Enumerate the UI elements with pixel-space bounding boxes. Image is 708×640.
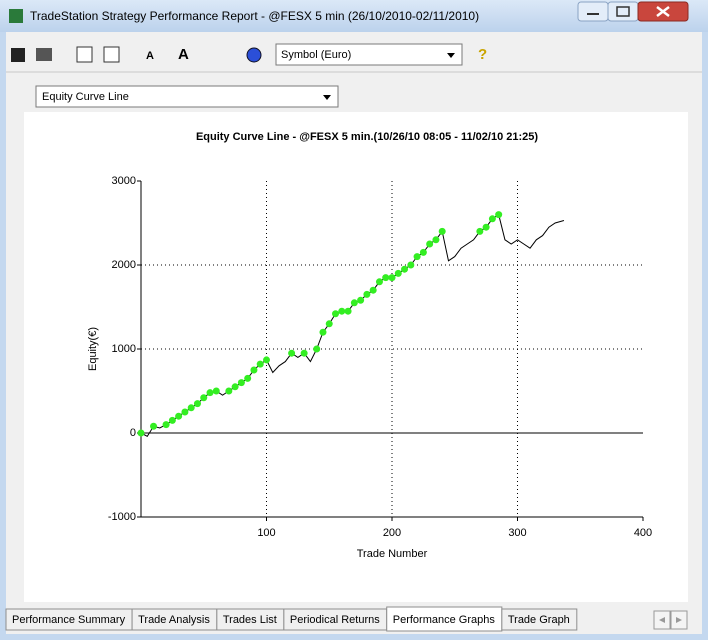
new-high-marker (394, 269, 402, 277)
y-tick-label: 1000 (112, 343, 136, 355)
tab-label: Trades List (223, 614, 277, 626)
print-button[interactable] (36, 48, 52, 61)
y-tick-label: 3000 (112, 175, 136, 187)
new-high-marker (332, 310, 340, 318)
font-large-button[interactable]: A (178, 46, 189, 63)
x-tick-label: 300 (508, 527, 526, 539)
tab-background (501, 608, 578, 631)
new-high-marker (225, 387, 233, 395)
new-high-marker (407, 261, 415, 269)
refresh-button[interactable] (76, 46, 93, 63)
tab[interactable]: Trades List (216, 608, 285, 631)
new-high-marker (350, 299, 358, 307)
new-high-marker (363, 290, 371, 298)
new-high-marker (193, 400, 201, 408)
new-high-marker (344, 307, 352, 315)
maximize-glyph (616, 6, 630, 17)
tab-label: Performance Summary (12, 614, 126, 626)
new-high-marker (187, 404, 195, 412)
minimize-button[interactable] (577, 1, 609, 22)
new-high-marker (231, 383, 239, 391)
dropdown-arrow (323, 95, 331, 100)
tab-label: Performance Graphs (393, 614, 496, 626)
new-high-marker (250, 366, 258, 374)
arrow (676, 617, 682, 623)
new-high-marker (244, 374, 252, 382)
new-high-marker (200, 394, 208, 402)
new-high-marker (206, 389, 214, 397)
tab[interactable]: Periodical Returns (283, 608, 388, 631)
new-high-marker (419, 248, 427, 256)
help-button[interactable]: ? (478, 46, 487, 63)
new-high-marker (488, 215, 496, 223)
new-high-marker (288, 349, 296, 357)
window-title: TradeStation Strategy Performance Report… (30, 9, 479, 23)
tab[interactable]: Trade Graph (501, 608, 578, 631)
new-high-marker (162, 421, 170, 429)
new-high-marker (438, 227, 446, 235)
new-high-marker (401, 265, 409, 273)
y-tick-label: 2000 (112, 259, 136, 271)
tab-label: Trade Graph (508, 614, 570, 626)
app-icon (9, 9, 23, 23)
target-button[interactable] (246, 47, 262, 63)
new-high-marker (263, 356, 270, 364)
symbol-select[interactable] (275, 43, 463, 66)
tab-label: Trade Analysis (138, 614, 210, 626)
view-select[interactable] (35, 85, 339, 108)
new-high-marker (476, 227, 484, 235)
y-tick-label: -1000 (108, 511, 136, 523)
chart-panel (24, 112, 688, 602)
new-high-marker (168, 416, 176, 424)
tab[interactable]: Performance Summary (5, 608, 133, 631)
tab-bar: Performance Summary Trade Analysis Trades … (5, 606, 578, 632)
y-axis-label: Equity(€) (87, 327, 99, 371)
new-high-marker (357, 296, 365, 304)
new-high-marker (432, 236, 440, 244)
settings-button[interactable] (103, 46, 120, 63)
plot: -1000 0 1000 2000 3000 100 200 300 400 (108, 175, 652, 539)
tab-label: Periodical Returns (290, 614, 380, 626)
new-high-marker (181, 408, 189, 416)
new-high-marker (382, 274, 390, 282)
font-small-button[interactable]: A (146, 50, 154, 62)
new-high-marker (426, 240, 434, 248)
new-high-marker (313, 345, 321, 353)
new-high-marker (150, 422, 158, 430)
view-select-text: Equity Curve Line (42, 91, 129, 103)
arrow (659, 617, 665, 623)
new-high-marker (137, 429, 145, 437)
new-high-marker (256, 360, 264, 368)
x-axis-label: Trade Number (357, 548, 428, 560)
new-high-marker (175, 412, 183, 420)
new-high-marker (495, 211, 503, 219)
dropdown-arrow (447, 53, 455, 58)
maximize-button[interactable] (607, 1, 639, 22)
x-tick-label: 100 (257, 527, 275, 539)
new-high-marker (338, 307, 346, 315)
new-high-marker (482, 223, 490, 231)
y-tick-label: 0 (130, 427, 136, 439)
symbol-select-text: Symbol (Euro) (281, 49, 351, 61)
save-button[interactable] (11, 48, 25, 62)
new-high-marker (237, 379, 245, 387)
new-high-marker (325, 320, 333, 328)
tab[interactable]: Performance Graphs (386, 606, 503, 632)
chart-title: Equity Curve Line - @FESX 5 min.(10/26/1… (196, 131, 538, 143)
new-high-marker (300, 349, 308, 357)
new-high-marker (212, 387, 220, 395)
new-high-marker (319, 328, 327, 336)
new-high-marker (369, 286, 377, 294)
new-high-marker (375, 278, 383, 286)
new-high-marker (388, 274, 396, 282)
new-high-marker (413, 253, 421, 261)
close-glyph (656, 6, 670, 17)
x-tick-label: 200 (383, 527, 401, 539)
tab[interactable]: Trade Analysis (131, 608, 218, 631)
x-tick-label: 400 (634, 527, 652, 539)
